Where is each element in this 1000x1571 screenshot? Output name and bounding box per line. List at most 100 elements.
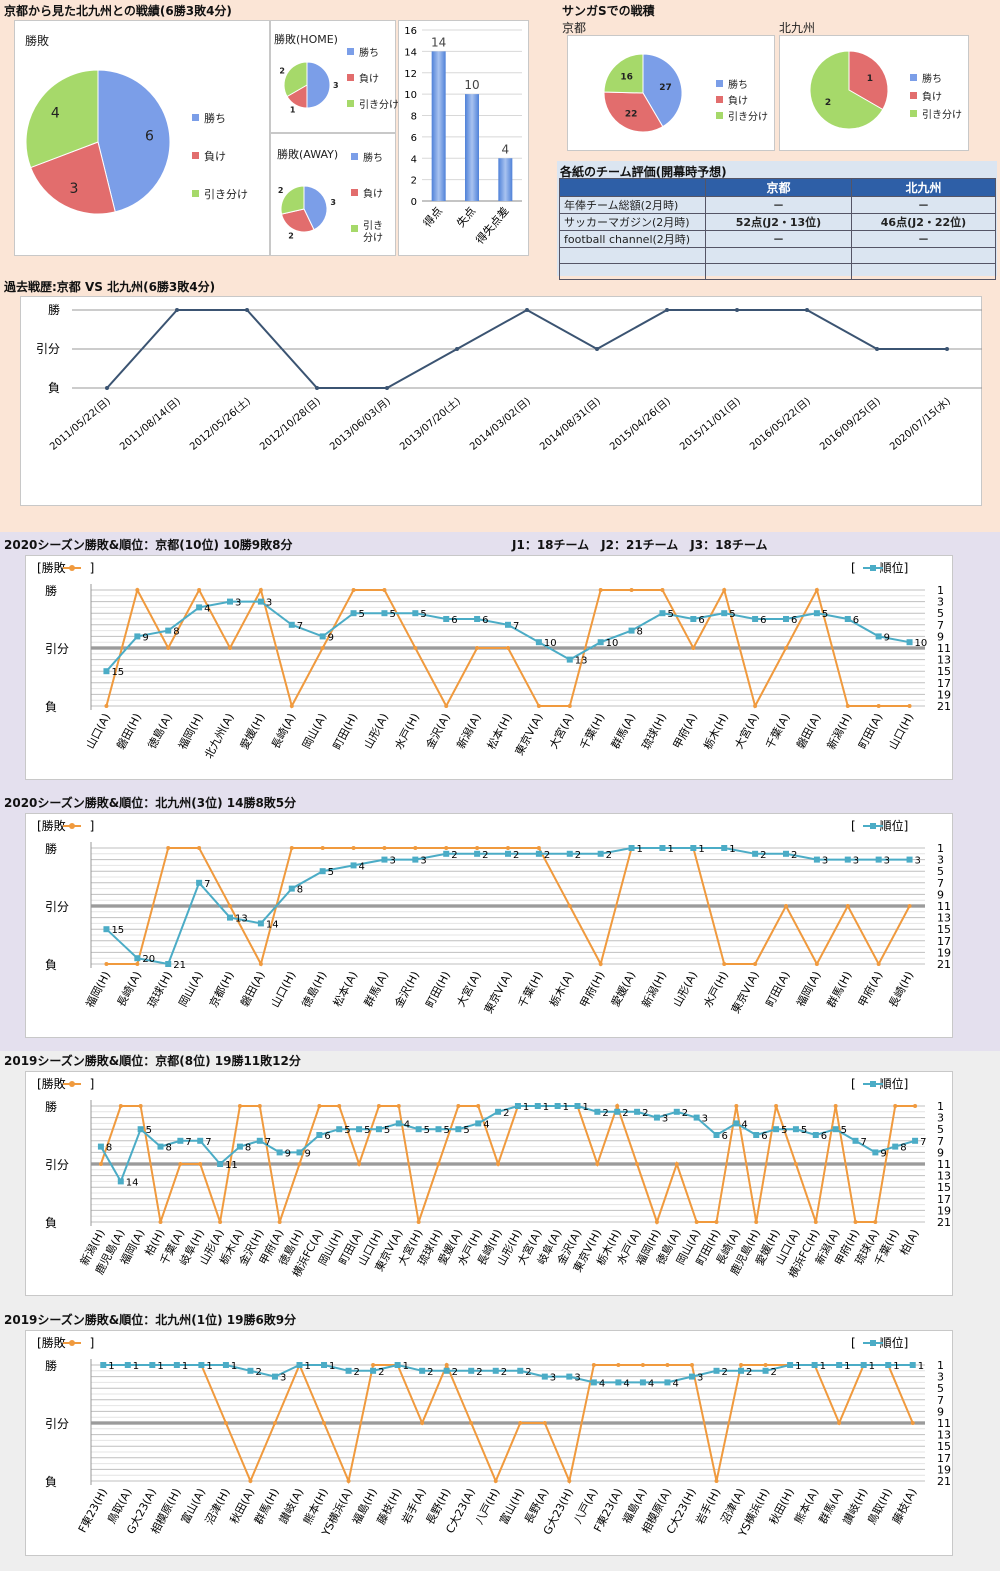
result-point: [257, 1104, 262, 1108]
rank-tick-label: 9: [937, 1405, 944, 1418]
result-point: [739, 1363, 744, 1367]
rank-label: 2: [501, 1367, 507, 1378]
rank-point: [535, 639, 542, 646]
result-point: [444, 846, 449, 850]
result-point: [506, 646, 510, 650]
rank-point: [419, 1367, 426, 1374]
rank-tick-label: 11: [937, 642, 951, 655]
rank-point: [753, 1132, 760, 1138]
rank-label: 4: [672, 1378, 678, 1389]
y-label: 負: [45, 700, 57, 714]
x-tick-label: 2012/10/28(日): [258, 396, 323, 453]
x-tick-label: 山口(H): [886, 711, 916, 751]
rank-label: 9: [880, 1148, 886, 1159]
x-tick-label: 長崎(A): [268, 711, 298, 751]
y-tick-label: 12: [404, 69, 417, 80]
slice-loss: [603, 91, 664, 133]
rank-tick-label: 15: [937, 665, 951, 678]
rank-point: [336, 1126, 343, 1133]
sanga-kyoto-label: 京都: [562, 21, 587, 35]
slice-draw: [283, 61, 308, 98]
legend-draw: 引き分け: [192, 186, 248, 212]
rank-label: 5: [822, 609, 828, 620]
result-point: [774, 1104, 779, 1108]
rank-point: [594, 1108, 601, 1115]
rank-point: [832, 1126, 839, 1133]
result-point: [197, 846, 202, 850]
rank-label: 5: [389, 609, 395, 620]
rank-label: 4: [204, 603, 210, 614]
result-point: [654, 1220, 659, 1224]
x-tick-label: 2016/09/25(日): [818, 396, 883, 453]
x-tick-label: 甲府(A): [670, 711, 700, 751]
rank-label: 4: [648, 1378, 654, 1389]
rank-point: [906, 639, 913, 646]
x-tick-label: 北九州(A): [202, 711, 237, 760]
away-pie-title: 勝敗(AWAY): [277, 148, 339, 161]
rank-point: [468, 1367, 475, 1374]
result-point: [714, 1479, 719, 1483]
result-point: [691, 646, 696, 650]
rank-point: [860, 1362, 867, 1368]
x-tick-label: 山口(A): [84, 711, 113, 751]
rank-label: 6: [821, 1131, 827, 1142]
rank-label: 1: [182, 1361, 188, 1372]
rank-point: [906, 856, 913, 863]
y-tick-label: 10: [404, 90, 417, 101]
legend-right-marker: [870, 1340, 876, 1346]
result-point: [694, 1220, 699, 1224]
rank-point: [474, 850, 481, 857]
rank-point: [690, 616, 697, 622]
evaluation-row: [559, 263, 996, 280]
rank-point: [844, 856, 851, 863]
rank-tick-label: 13: [937, 912, 951, 925]
rank-point: [227, 914, 233, 921]
rank-label: 6: [791, 615, 797, 626]
rank-tick-label: 11: [937, 1417, 951, 1430]
result-point: [357, 1162, 362, 1166]
rank-label: 13: [575, 656, 588, 667]
result-point: [289, 846, 294, 850]
rank-tick-label: 13: [937, 1429, 951, 1442]
rank-point: [257, 920, 264, 927]
result-point: [598, 962, 603, 966]
y-label: 負: [45, 958, 57, 972]
result-point: [629, 588, 634, 592]
result-point: [873, 1220, 878, 1224]
y-label: 勝: [45, 1358, 57, 1373]
x-tick-label: 金沢(A): [423, 711, 453, 751]
y-label: 引分: [45, 1158, 69, 1172]
result-point: [297, 1162, 302, 1166]
rank-point: [321, 1362, 328, 1368]
result-point: [385, 386, 389, 390]
rank-label: 5: [328, 867, 334, 878]
pie-label: 16: [620, 72, 633, 82]
rank-point: [783, 616, 789, 622]
bar-value-label: 4: [502, 142, 510, 156]
result-point: [910, 1421, 915, 1425]
rank-label: 4: [483, 1119, 489, 1130]
result-point: [735, 308, 739, 312]
rank-label: 2: [513, 850, 519, 861]
rank-point: [762, 1367, 769, 1374]
result-point: [893, 1104, 898, 1108]
result-point: [476, 1104, 481, 1108]
bar: [431, 51, 446, 201]
rank-label: 9: [285, 1148, 291, 1159]
rank-point: [664, 1379, 671, 1386]
rank-label: 8: [637, 627, 643, 638]
rank-label: 6: [722, 1131, 728, 1142]
result-point: [734, 1104, 739, 1108]
rank-label: 1: [795, 1361, 801, 1372]
x-tick-label: 水戸(H): [392, 711, 422, 751]
rank-point: [597, 639, 604, 646]
rank-point: [535, 850, 542, 857]
rank-label: 5: [667, 609, 673, 620]
rank-point: [673, 1108, 680, 1115]
result-point: [376, 1104, 381, 1108]
rank-tick-label: 19: [937, 1463, 951, 1476]
x-tick-label: 山形(A): [671, 969, 700, 1009]
rank-label: 2: [771, 1367, 777, 1378]
rank-label: 2: [544, 850, 550, 861]
result-point: [346, 1479, 351, 1483]
